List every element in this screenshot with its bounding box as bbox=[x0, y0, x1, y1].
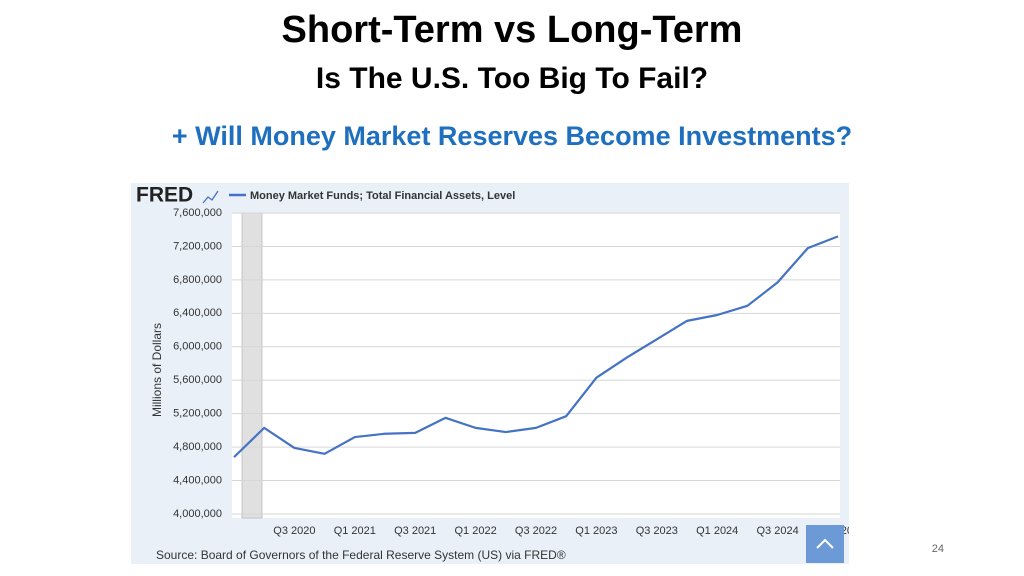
slide-title: Short-Term vs Long-Term bbox=[282, 9, 743, 51]
y-tick-label: 6,000,000 bbox=[173, 341, 222, 353]
x-tick-label: Q1 2023 bbox=[575, 525, 617, 537]
legend-label: Money Market Funds; Total Financial Asse… bbox=[250, 190, 515, 202]
y-tick-label: 4,000,000 bbox=[173, 508, 222, 520]
logo-icon bbox=[202, 190, 219, 204]
x-tick-label: Q3 2022 bbox=[515, 525, 557, 537]
y-axis-label: Millions of Dollars bbox=[150, 323, 164, 417]
x-tick-label: Q3 2021 bbox=[394, 525, 436, 537]
slide-subtitle: Is The U.S. Too Big To Fail? bbox=[316, 62, 708, 95]
chart: FRED Millions of Dollars Source: Board o… bbox=[131, 183, 849, 564]
x-tick-label: Q1 2024 bbox=[696, 525, 738, 537]
y-tick-label: 7,600,000 bbox=[173, 207, 222, 219]
x-tick-label: Q3 2024 bbox=[756, 525, 798, 537]
y-tick-label: 5,200,000 bbox=[173, 408, 222, 420]
y-tick-label: 6,800,000 bbox=[173, 274, 222, 286]
y-tick-label: 6,400,000 bbox=[173, 307, 222, 319]
x-tick-label: Q3 2020 bbox=[273, 525, 315, 537]
plot-area bbox=[232, 213, 840, 518]
source-note: Source: Board of Governors of the Federa… bbox=[156, 548, 566, 562]
data-line bbox=[233, 235, 839, 458]
chevron-icon bbox=[816, 538, 834, 549]
button-bg[interactable] bbox=[806, 525, 844, 563]
scroll-top-button[interactable] bbox=[806, 525, 844, 563]
y-tick-label: 4,400,000 bbox=[173, 474, 222, 486]
page-number: 24 bbox=[932, 543, 944, 555]
x-tick-label: Q1 2022 bbox=[454, 525, 496, 537]
recession-shading bbox=[241, 212, 263, 519]
x-tick-label: Q1 2021 bbox=[334, 525, 376, 537]
y-tick-label: 4,800,000 bbox=[173, 441, 222, 453]
x-tick-label: Q3 2023 bbox=[636, 525, 678, 537]
slide-question: + Will Money Market Reserves Become Inve… bbox=[172, 121, 852, 151]
fred-logo: FRED bbox=[136, 184, 193, 207]
y-tick-label: 7,200,000 bbox=[173, 240, 222, 252]
y-tick-label: 5,600,000 bbox=[173, 374, 222, 386]
